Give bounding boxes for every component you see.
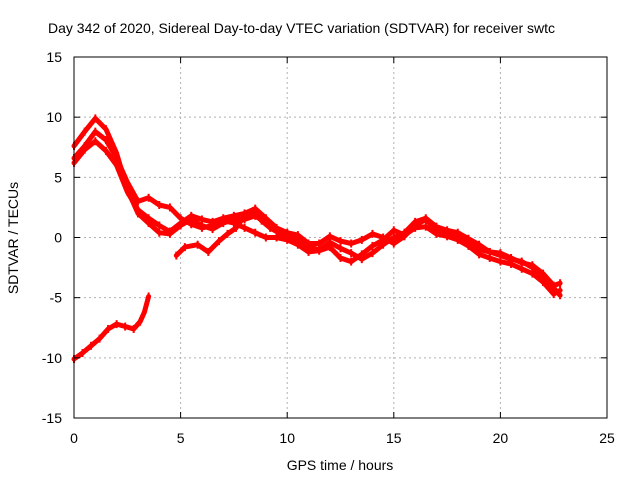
- y-tick-label: -5: [50, 290, 63, 306]
- x-tick-label: 5: [177, 430, 185, 446]
- ticks: 0 5 10 15 20 25 -15 -10 -5 0 5 10 15: [42, 49, 615, 446]
- chart-title: Day 342 of 2020, Sidereal Day-to-day VTE…: [48, 20, 555, 36]
- y-tick-label: 0: [54, 230, 62, 246]
- series-line-track-4: [173, 208, 301, 258]
- y-tick-label: -15: [42, 410, 62, 426]
- y-tick-label: -10: [42, 350, 62, 366]
- y-tick-label: 15: [46, 49, 62, 65]
- y-tick-label: 10: [46, 109, 62, 125]
- y-axis-label: SDTVAR / TECUs: [5, 182, 21, 294]
- x-axis-label: GPS time / hours: [287, 457, 394, 473]
- x-tick-label: 15: [386, 430, 402, 446]
- x-tick-label: 25: [599, 430, 615, 446]
- x-tick-label: 10: [279, 430, 295, 446]
- series-layer: [71, 114, 563, 364]
- x-tick-label: 0: [70, 430, 78, 446]
- x-tick-label: 20: [493, 430, 509, 446]
- y-tick-label: 5: [54, 169, 62, 185]
